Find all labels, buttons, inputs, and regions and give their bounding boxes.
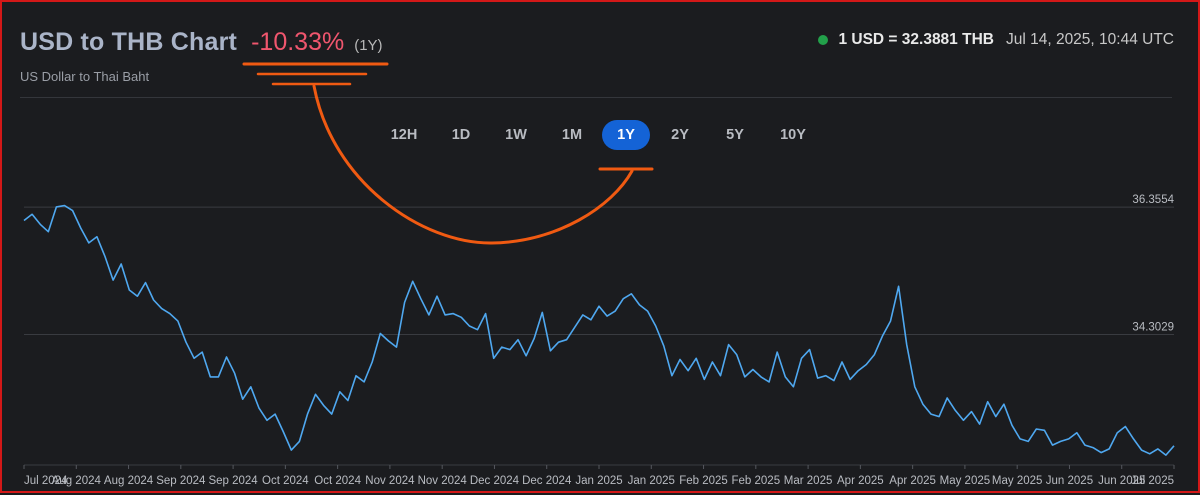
x-tick-label: Jul 2024 (24, 475, 68, 487)
x-tick-label: Feb 2025 (732, 475, 781, 487)
range-button-5y[interactable]: 5Y (726, 127, 744, 143)
x-tick-label: Sep 2024 (208, 475, 258, 487)
x-tick-label: Aug 2024 (52, 475, 102, 487)
change-percent: -10.33% (251, 28, 345, 56)
x-tick-label: Nov 2024 (418, 475, 468, 487)
rate-row: 1 USD = 32.3881 THB Jul 14, 2025, 10:44 … (818, 31, 1174, 49)
x-tick-label: Jul 2025 (1131, 475, 1174, 487)
x-tick-label: May 2025 (940, 475, 991, 487)
x-tick-label: Jan 2025 (575, 475, 622, 487)
x-tick-label: Jan 2025 (628, 475, 675, 487)
price-series-line (23, 204, 1175, 456)
annotation-arc (312, 84, 634, 245)
x-tick-label: Jun 2025 (1098, 475, 1145, 487)
y-tick-label: 34.3029 (1132, 322, 1174, 334)
range-button-2y[interactable]: 2Y (671, 127, 689, 143)
x-tick-label: May 2025 (992, 475, 1043, 487)
x-tick-label: Dec 2024 (522, 475, 572, 487)
range-button-1m[interactable]: 1M (561, 127, 583, 143)
x-tick-label: Jun 2025 (1046, 475, 1093, 487)
x-tick-label: Sep 2024 (156, 475, 206, 487)
rate-timestamp: Jul 14, 2025, 10:44 UTC (1005, 31, 1174, 48)
x-tick-label: Aug 2024 (104, 475, 154, 487)
subtitle: US Dollar to Thai Baht (20, 69, 150, 84)
x-tick-label: Apr 2025 (889, 475, 936, 487)
range-button-10y[interactable]: 10Y (780, 127, 806, 143)
y-tick-label: 36.3554 (1132, 194, 1174, 206)
range-button-1d[interactable]: 1D (451, 127, 471, 143)
range-button-12h[interactable]: 12H (390, 127, 418, 143)
range-button-1w[interactable]: 1W (505, 127, 527, 143)
divider (20, 97, 1172, 98)
x-tick-label: Feb 2025 (679, 475, 728, 487)
range-button-1y[interactable]: 1Y (602, 120, 650, 150)
x-tick-label: Mar 2025 (784, 475, 833, 487)
time-range-selector: 12H 1D 1W 1M 1Y 2Y 5Y 10Y (2, 120, 1200, 150)
page-title: USD to THB Chart (20, 28, 238, 56)
live-status-dot-icon (818, 35, 829, 45)
x-tick-label: Oct 2024 (314, 475, 361, 487)
exchange-rate: 1 USD = 32.3881 THB (838, 31, 994, 48)
x-tick-label: Dec 2024 (470, 475, 520, 487)
x-tick-label: Nov 2024 (365, 475, 415, 487)
x-tick-label: Oct 2024 (262, 475, 309, 487)
x-tick-label: Apr 2025 (837, 475, 884, 487)
title-row: USD to THB Chart -10.33% (1Y) (20, 28, 383, 57)
period-label: (1Y) (354, 37, 383, 54)
